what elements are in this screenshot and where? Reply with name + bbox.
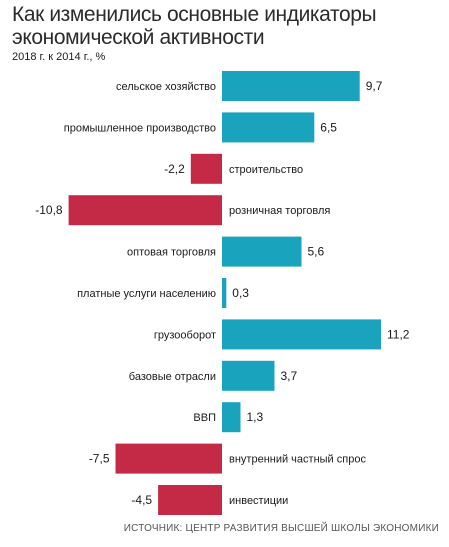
value-label: 6,5 [320, 120, 337, 134]
value-label: 0,3 [232, 286, 249, 300]
source-note: ИСТОЧНИК: ЦЕНТР РАЗВИТИЯ ВЫСШЕЙ ШКОЛЫ ЭК… [123, 523, 439, 534]
category-label: внутренний частный спрос [229, 454, 366, 466]
category-label: оптовая торговля [127, 247, 216, 259]
bar [68, 195, 222, 226]
category-label: строительство [229, 164, 303, 176]
value-label: -10,8 [35, 203, 63, 217]
bar [115, 443, 222, 474]
value-label: -7,5 [89, 452, 110, 466]
value-label: 3,7 [281, 369, 298, 383]
value-label: -2,2 [164, 162, 185, 176]
value-label: 11,2 [387, 327, 410, 341]
bar [222, 236, 302, 267]
value-label: -4,5 [131, 493, 152, 507]
bar [190, 153, 222, 184]
bar [222, 319, 381, 350]
chart-subtitle: 2018 г. к 2014 г., % [12, 51, 106, 63]
category-label: базовые отрасли [129, 371, 216, 383]
value-label: 1,3 [247, 410, 264, 424]
bar [222, 278, 227, 308]
value-label: 5,6 [308, 245, 325, 259]
category-label: инвестиции [229, 495, 288, 507]
bar [222, 360, 275, 391]
bar [222, 112, 315, 143]
bar [222, 402, 241, 433]
category-label: розничная торговля [229, 205, 330, 217]
category-label: платные услуги населению [77, 288, 216, 300]
bar [222, 71, 360, 101]
bar [158, 485, 222, 515]
category-label: промышленное производство [64, 122, 216, 134]
category-label: сельское хозяйство [116, 81, 216, 93]
chart-title: Как изменились основные индикаторы эконо… [12, 3, 377, 49]
category-label: ВВП [193, 412, 216, 424]
value-label: 9,7 [366, 79, 383, 93]
category-label: грузооборот [154, 329, 216, 341]
